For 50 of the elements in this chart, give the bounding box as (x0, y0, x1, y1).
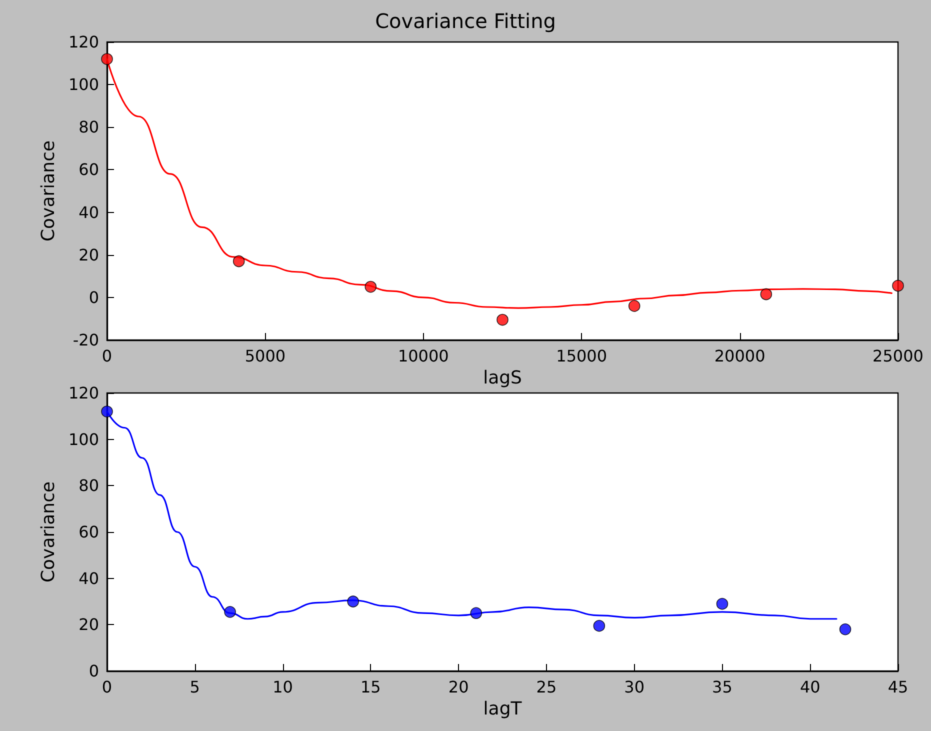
x-tick-label: 0 (102, 346, 112, 366)
point (839, 623, 852, 636)
y-axis-title: Covariance (38, 481, 60, 583)
point (232, 255, 245, 268)
x-axis-title: lagS (483, 367, 522, 388)
y-tick-label: 80 (78, 118, 99, 137)
x-axis-title: lagT (483, 698, 523, 720)
x-tick-label: 5 (190, 678, 200, 696)
x-tick-label: 15000 (556, 346, 608, 366)
point (716, 598, 728, 610)
x-tick-label: 25 (536, 678, 557, 696)
point (628, 300, 640, 312)
x-tick-label: 20000 (714, 346, 766, 366)
y-tick-label: -20 (72, 330, 99, 350)
y-tick-label: 80 (78, 476, 99, 496)
point (760, 288, 772, 300)
x-tick-label: 40 (800, 678, 820, 696)
x-tick-label: 35 (712, 678, 732, 696)
x-tick-label: 15 (360, 678, 381, 696)
y-tick-label: 100 (68, 430, 99, 449)
x-tick-label: 10000 (398, 346, 449, 366)
y-tick-label: 20 (78, 615, 99, 634)
point (470, 607, 482, 619)
x-tick-label: 30 (624, 678, 645, 696)
x-tick-label: 25000 (872, 346, 924, 366)
y-tick-label: 120 (68, 32, 99, 52)
y-tick-label: 20 (78, 245, 99, 264)
y-axis-title: Covariance (38, 140, 60, 242)
y-tick-label: 40 (78, 568, 99, 588)
point (496, 314, 508, 326)
x-tick-label: 0 (102, 678, 112, 696)
y-tick-label: 40 (78, 202, 99, 222)
x-tick-label: 5000 (244, 346, 286, 366)
y-tick-label: 100 (68, 75, 99, 94)
y-tick-label: 120 (68, 384, 99, 402)
y-tick-label: 60 (78, 522, 99, 542)
point (101, 53, 113, 65)
point (101, 406, 113, 418)
point (347, 596, 359, 608)
point (224, 606, 236, 618)
point (364, 280, 377, 293)
y-tick-label: 0 (88, 662, 99, 680)
y-tick-label: 0 (88, 288, 99, 307)
chart-title: Covariance Fitting (375, 9, 556, 33)
x-tick-label: 45 (888, 678, 908, 696)
y-tick-label: 60 (78, 160, 99, 180)
x-tick-label: 10 (272, 678, 293, 696)
point (593, 620, 606, 632)
point (892, 280, 904, 292)
x-tick-label: 20 (448, 678, 469, 696)
